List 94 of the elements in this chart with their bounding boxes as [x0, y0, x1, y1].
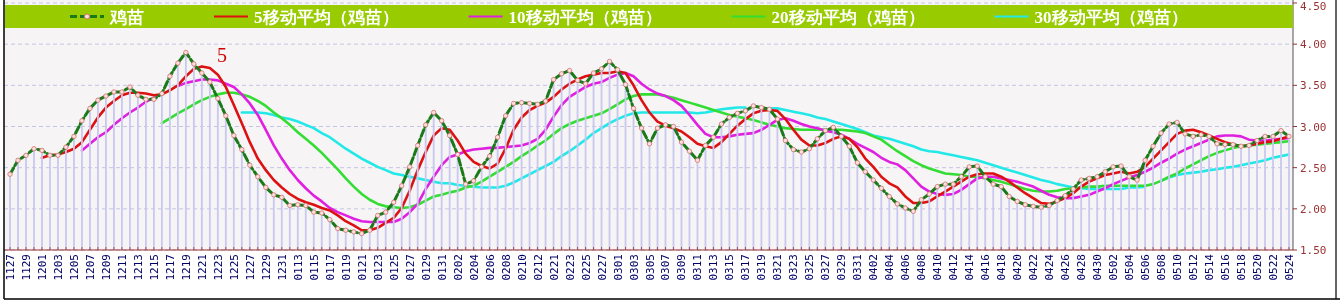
x-tick-label: 0416 [979, 254, 993, 281]
x-tick-label: 0307 [659, 254, 673, 281]
x-tick-label: 1217 [163, 254, 177, 281]
x-tick-label: 0418 [995, 254, 1009, 281]
x-tick-label: 1219 [179, 254, 193, 281]
x-tick-label: 0512 [1187, 254, 1201, 281]
x-tick-label: 0426 [1059, 254, 1073, 281]
x-tick-label: 1207 [83, 254, 97, 281]
x-tick-label: 0420 [1011, 254, 1025, 281]
x-tick-label: 0323 [787, 254, 801, 281]
x-tick-label: 0121 [355, 254, 369, 281]
x-tick-label: 0406 [899, 254, 913, 281]
x-tick-label: 0301 [611, 254, 625, 281]
x-tick-label: 0430 [1091, 254, 1105, 281]
x-tick-label: 0119 [339, 254, 353, 281]
x-tick-label: 1211 [115, 254, 129, 281]
x-tick-label: 0117 [323, 254, 337, 281]
y-tick-label: 3.00 [1300, 120, 1327, 134]
x-tick-label: 0227 [595, 254, 609, 281]
x-tick-label: 0204 [467, 253, 481, 281]
y-tick-label: 4.00 [1300, 38, 1327, 52]
y-tick-label: 2.00 [1300, 202, 1327, 216]
x-tick-label: 0424 [1043, 253, 1057, 281]
x-tick-label: 0502 [1107, 254, 1121, 281]
x-tick-label: 0315 [723, 254, 737, 281]
x-tick-label: 0202 [451, 254, 465, 281]
x-tick-label: 1227 [243, 254, 257, 281]
x-tick-label: 1203 [51, 254, 65, 281]
x-tick-label: 0327 [819, 254, 833, 281]
legend-label: 鸡苗 [109, 7, 144, 27]
x-tick-label: 1231 [275, 254, 289, 281]
x-tick-label: 0414 [963, 253, 977, 281]
x-tick-label: 0129 [419, 254, 433, 281]
x-tick-label: 0225 [579, 254, 593, 281]
x-tick-label: 0113 [291, 254, 305, 281]
x-tick-label: 0408 [915, 254, 929, 281]
x-tick-label: 0522 [1267, 254, 1281, 281]
x-tick-label: 0212 [531, 254, 545, 281]
x-tick-label: 0516 [1219, 254, 1233, 281]
x-tick-label: 0321 [771, 254, 785, 281]
x-tick-label: 0510 [1171, 254, 1185, 281]
y-tick-label: 3.50 [1300, 79, 1327, 93]
x-tick-label: 0524 [1283, 253, 1296, 281]
x-tick-label: 0325 [803, 254, 817, 281]
x-tick-label: 0305 [643, 254, 657, 281]
x-tick-label: 0331 [851, 254, 865, 281]
x-tick-label: 1215 [147, 254, 161, 281]
legend-label: 5移动平均（鸡苗） [254, 7, 399, 27]
x-tick-label: 0412 [947, 254, 961, 281]
x-tick-label: 0410 [931, 254, 945, 281]
x-tick-label: 0506 [1139, 254, 1153, 281]
legend-label: 30移动平均（鸡苗） [1034, 7, 1188, 27]
x-tick-label: 1201 [35, 254, 49, 281]
x-tick-label: 0428 [1075, 254, 1089, 281]
x-tick-label: 1223 [211, 254, 225, 281]
x-tick-label: 1229 [259, 254, 273, 281]
x-tick-label: 0518 [1235, 254, 1249, 281]
legend-label: 20移动平均（鸡苗） [771, 7, 925, 27]
x-tick-label: 1225 [227, 254, 241, 281]
x-tick-label: 1209 [99, 254, 113, 281]
x-tick-label: 0309 [675, 254, 689, 281]
x-tick-label: 0303 [627, 254, 641, 281]
x-tick-label: 0402 [867, 254, 881, 281]
x-tick-label: 0313 [707, 254, 721, 281]
x-tick-label: 1221 [195, 254, 209, 281]
annotation: 5 [217, 44, 227, 66]
x-tick-label: 0311 [691, 254, 705, 281]
x-tick-label: 0514 [1203, 253, 1217, 281]
x-tick-label: 0127 [403, 254, 417, 281]
x-tick-label: 0504 [1123, 253, 1137, 281]
x-tick-label: 0329 [835, 254, 849, 281]
x-tick-label: 0221 [547, 254, 561, 281]
x-tick-label: 1127 [4, 254, 17, 281]
x-tick-label: 0520 [1251, 254, 1265, 281]
x-tick-label: 1129 [19, 254, 33, 281]
y-tick-label: 1.50 [1300, 244, 1327, 257]
x-tick-label: 0206 [483, 254, 497, 281]
legend-label: 10移动平均（鸡苗） [508, 7, 662, 27]
x-tick-label: 0210 [515, 254, 529, 281]
y-tick-label: 2.50 [1300, 161, 1327, 175]
x-tick-label: 0123 [371, 254, 385, 281]
x-tick-label: 0317 [739, 254, 753, 281]
x-tick-label: 0223 [563, 254, 577, 281]
x-tick-label: 1205 [67, 254, 81, 281]
x-tick-label: 0125 [387, 254, 401, 281]
x-tick-label: 0208 [499, 254, 513, 281]
x-tick-label: 0131 [435, 254, 449, 281]
x-tick-label: 0508 [1155, 254, 1169, 281]
x-tick-label: 0319 [755, 254, 769, 281]
y-tick-label: 4.50 [1300, 0, 1327, 13]
x-tick-label: 0404 [883, 253, 897, 281]
x-tick-label: 1213 [131, 254, 145, 281]
x-tick-label: 0422 [1027, 254, 1041, 281]
x-tick-label: 0115 [307, 254, 321, 281]
